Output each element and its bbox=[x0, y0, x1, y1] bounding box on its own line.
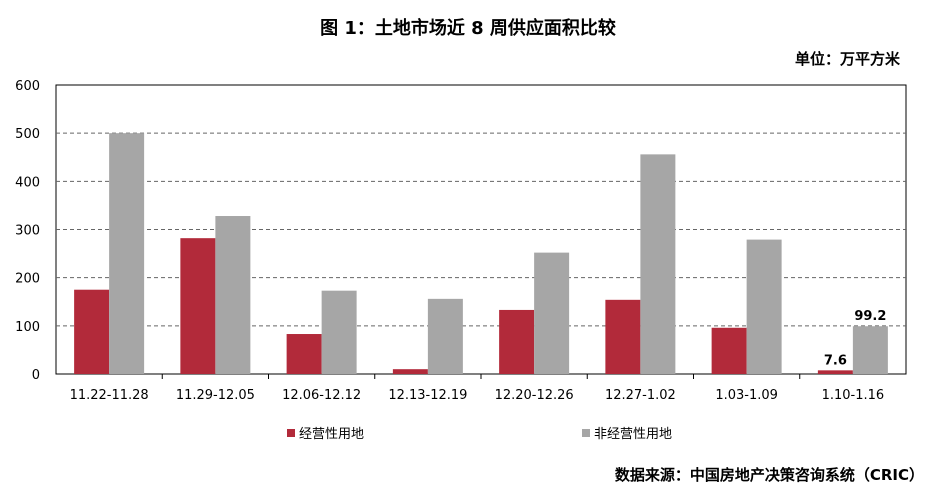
x-tick-label: 12.27-1.02 bbox=[605, 388, 676, 403]
x-tick-label: 11.22-11.28 bbox=[70, 388, 149, 403]
bar-commercial bbox=[711, 327, 747, 374]
x-tick-label: 1.10-1.16 bbox=[822, 388, 885, 403]
legend-swatch bbox=[582, 429, 590, 437]
bar-commercial bbox=[392, 369, 428, 374]
legend-label: 非经营性用地 bbox=[594, 427, 672, 442]
bar-non-commercial bbox=[427, 298, 463, 374]
bar-commercial bbox=[605, 299, 641, 374]
y-tick-label: 500 bbox=[15, 127, 40, 142]
bar-commercial bbox=[180, 238, 216, 374]
legend-label: 经营性用地 bbox=[299, 427, 364, 442]
bar-non-commercial bbox=[640, 154, 676, 374]
x-tick-label: 12.20-12.26 bbox=[495, 388, 574, 403]
y-tick-label: 0 bbox=[32, 368, 40, 383]
legend-swatch bbox=[287, 429, 295, 437]
bar-commercial bbox=[286, 334, 322, 374]
data-label: 99.2 bbox=[854, 309, 886, 324]
y-tick-label: 400 bbox=[15, 175, 40, 190]
bar-non-commercial bbox=[852, 326, 888, 374]
source-note: 数据来源：中国房地产决策咨询系统（CRIC） bbox=[614, 466, 924, 484]
bar-commercial bbox=[74, 289, 110, 374]
bar-non-commercial bbox=[746, 239, 782, 374]
x-tick-label: 12.06-12.12 bbox=[282, 388, 361, 403]
bar-non-commercial bbox=[215, 216, 251, 374]
bar-non-commercial bbox=[534, 252, 570, 374]
unit-label: 单位：万平方米 bbox=[794, 50, 900, 68]
bar-non-commercial bbox=[109, 133, 145, 374]
x-tick-label: 12.13-12.19 bbox=[388, 388, 467, 403]
y-tick-label: 600 bbox=[15, 79, 40, 94]
y-tick-label: 100 bbox=[15, 320, 40, 335]
data-label: 7.6 bbox=[824, 353, 847, 368]
x-tick-label: 11.29-12.05 bbox=[176, 388, 255, 403]
bar-commercial bbox=[817, 370, 853, 374]
chart-title: 图 1：土地市场近 8 周供应面积比较 bbox=[320, 18, 616, 39]
y-tick-label: 200 bbox=[15, 272, 40, 287]
bar-commercial bbox=[499, 309, 535, 374]
bar-non-commercial bbox=[321, 290, 357, 374]
x-tick-label: 1.03-1.09 bbox=[715, 388, 778, 403]
y-tick-label: 300 bbox=[15, 224, 40, 239]
